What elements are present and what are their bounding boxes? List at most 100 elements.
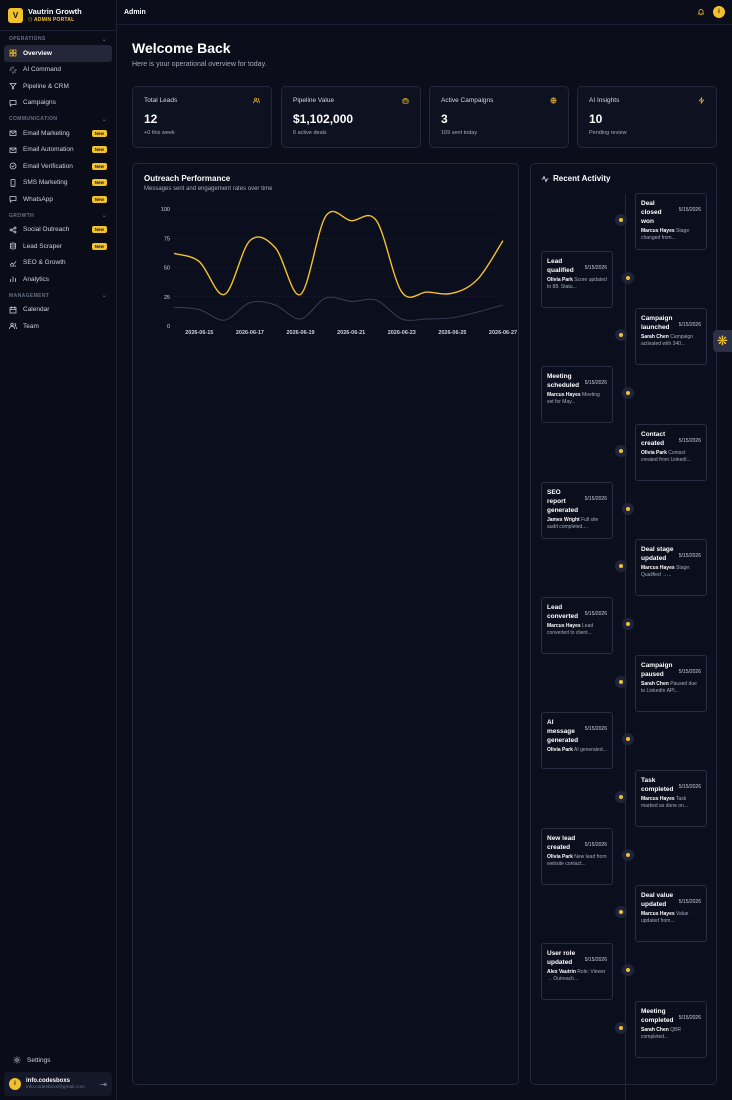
sidebar-item-email-verification[interactable]: Email Verification New [4,158,112,175]
stat-card-ai-insights[interactable]: AI Insights 10 Pending review [577,86,717,148]
activity-item[interactable]: Meeting completed 5/15/2026 Sarah Chen QBR… [635,1000,707,1058]
logout-icon[interactable]: ⇥ [100,1079,107,1089]
sidebar-item-label: AI Command [23,66,61,74]
series-line-0 [173,210,504,298]
sidebar-item-pipeline-crm[interactable]: Pipeline & CRM [4,78,112,95]
asterisk-icon[interactable]: ❋ [713,330,732,352]
activity-date: 5/15/2026 [678,207,701,213]
nav-section-label: COMMUNICATION [9,116,58,122]
stat-card-pipeline-value[interactable]: Pipeline Value $1,102,000 6 active deals [281,86,421,148]
welcome-title: Welcome Back [132,40,231,56]
sidebar-item-social-outreach[interactable]: Social Outreach New [4,222,112,239]
sidebar-item-label: Campaigns [23,99,56,107]
activity-header: Recent Activity [531,164,716,193]
sidebar-item-campaigns[interactable]: Campaigns [4,95,112,112]
sidebar-item-label: SMS Marketing [23,179,68,187]
user-name: info.codesboxs [26,1078,71,1084]
activity-date: 5/15/2026 [678,784,701,790]
chevron-down-icon[interactable]: ⌄ [101,36,107,43]
bell-icon[interactable] [697,8,705,16]
stat-card-active-campaigns[interactable]: Active Campaigns 3 169 sent today [429,86,569,148]
activity-item[interactable]: Contact created 5/15/2026 Olivia Park Cont… [635,423,707,481]
x-tick-label: 2026-06-27 [489,330,517,336]
activity-item[interactable]: Campaign launched 5/15/2026 Sarah Chen Cam… [635,308,707,366]
sidebar-item-analytics[interactable]: Analytics [4,271,112,288]
top-avatar[interactable]: i [713,6,725,18]
outreach-subtitle: Messages sent and engagement rates over … [144,186,273,192]
stat-card-total-leads[interactable]: Total Leads 12 +0 this week [132,86,272,148]
sidebar-item-team[interactable]: Team [4,318,112,335]
trend-icon [9,259,17,267]
nav-section-label: GROWTH [9,212,35,219]
timeline-dot [615,444,627,457]
sidebar-item-calendar[interactable]: Calendar [4,302,112,319]
outreach-panel: Outreach Performance Messages sent and e… [132,163,519,1085]
sidebar-item-sms-marketing[interactable]: SMS Marketing New [4,175,112,192]
y-tick-label: 75 [164,236,170,242]
activity-item[interactable]: Deal closed won 5/15/2026 Marcus Hayes Sta… [635,193,707,250]
brand-name: Vautrin Growth [28,7,82,16]
share-icon [9,226,17,234]
sidebar-nav: OPERATIONS ⌄ Overview AI Command Pipeline & … [0,33,116,335]
activity-user: Marcus Hayes [547,622,581,629]
chevron-down-icon[interactable]: ⌄ [101,116,107,123]
sidebar-item-lead-scraper[interactable]: Lead Scraper New [4,238,112,255]
sidebar-item-overview[interactable]: Overview [4,45,112,62]
activity-text: Paused due to LinkedIn API... [641,680,697,694]
sidebar-item-whatsapp[interactable]: WhatsApp New [4,191,112,208]
activity-date: 5/15/2026 [584,610,607,617]
activity-item[interactable]: User role updated 5/15/2026 Alex Vautrin R… [541,943,613,1001]
activity-date: 5/15/2026 [678,1014,701,1021]
sidebar-item-email-automation[interactable]: Email Automation New [4,142,112,159]
x-tick-label: 2026-06-25 [438,330,466,336]
activity-item[interactable]: Deal value updated 5/15/2026 Marcus Hayes … [635,885,707,943]
x-tick-label: 2026-06-17 [236,330,264,336]
activity-item[interactable]: Meeting scheduled 5/15/2026 Marcus Hayes M… [541,366,613,424]
sidebar: V Vautrin Growth ⬡ ADMIN PORTAL OPERATIO… [0,0,117,1100]
sidebar-item-settings[interactable]: Settings [8,1052,108,1069]
activity-item[interactable]: Deal stage updated 5/15/2026 Marcus Hayes … [635,539,707,597]
brand[interactable]: V Vautrin Growth ⬡ ADMIN PORTAL [0,0,116,31]
activity-item[interactable]: Lead qualified 5/15/2026 Olivia Park Score… [541,250,613,308]
activity-date: 5/15/2026 [678,553,701,560]
nav-section-management[interactable]: MANAGEMENT ⌄ [0,290,116,302]
topbar: Admin i [117,0,732,25]
stat-sub: +0 this week [144,130,175,136]
activity-text: Contact created from LinkedI... [641,449,691,463]
pulse-icon [541,174,549,183]
bar-chart-icon [9,275,17,283]
y-tick-label: 0 [167,324,170,330]
sidebar-item-seo-growth[interactable]: SEO & Growth [4,255,112,272]
nav-section-communication[interactable]: COMMUNICATION ⌄ [0,113,116,125]
nav-section-growth[interactable]: GROWTH ⌄ [0,210,116,222]
activity-item[interactable]: Campaign paused 5/15/2026 Sarah Chen Pause… [635,654,707,712]
activity-text: AI generated... [573,747,607,754]
activity-date: 5/15/2026 [584,264,607,271]
activity-text: Lead converted to client... [547,622,594,636]
timeline-dot [622,848,634,861]
sidebar-item-email-marketing[interactable]: Email Marketing New [4,125,112,142]
timeline-dot [622,964,634,977]
stat-label: Active Campaigns [441,97,494,104]
chevron-down-icon[interactable]: ⌄ [101,293,107,299]
nav-section-label: MANAGEMENT [9,292,50,299]
sidebar-item-label: Analytics [23,275,50,283]
activity-item[interactable]: AI message generated 5/15/2026 Olivia Park… [541,712,613,770]
x-tick-label: 2026-06-23 [388,330,416,336]
activity-item[interactable]: SEO report generated 5/15/2026 James Wrigh… [541,481,613,539]
activity-item[interactable]: New lead created 5/15/2026 Olivia Park New… [541,827,613,885]
sidebar-item-label: Social Outreach [23,226,70,234]
activity-item[interactable]: Lead converted 5/15/2026 Marcus Hayes Lead… [541,596,613,654]
nav-section-operations[interactable]: OPERATIONS ⌄ [0,33,116,45]
timeline-dot [615,906,627,919]
activity-item[interactable]: Task completed 5/15/2026 Marcus Hayes Task… [635,770,707,827]
activity-title: Deal stage updated [641,546,674,563]
stat-sub: 169 sent today [441,130,478,136]
stat-sub: Pending review [589,130,627,136]
sidebar-item-ai-command[interactable]: AI Command [4,62,112,79]
activity-date: 5/15/2026 [678,437,701,444]
activity-date: 5/15/2026 [584,957,607,964]
user-card[interactable]: i info.codesboxs info.codesboxs@gmail.co… [4,1072,112,1096]
activity-title: Contact created [641,430,666,447]
chevron-down-icon[interactable]: ⌄ [101,213,107,219]
